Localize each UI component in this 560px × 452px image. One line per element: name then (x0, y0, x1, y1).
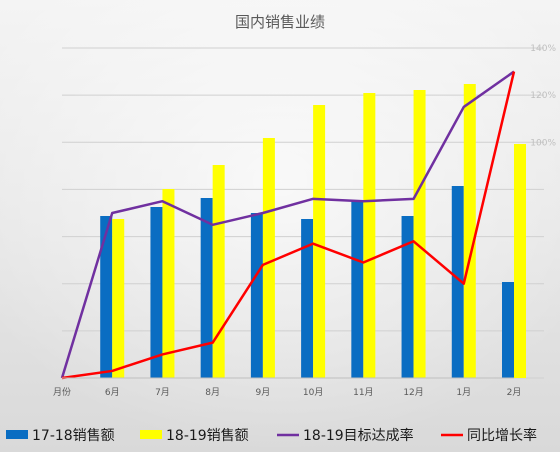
legend-label: 同比增长率 (467, 427, 537, 444)
bar-17-18销售额-7月 (150, 207, 163, 378)
line-同比增长率 (61, 71, 516, 380)
right-axis-tick-label: 120% (530, 91, 556, 101)
x-tick-label: 9月 (256, 387, 271, 398)
bar-17-18销售额-12月 (401, 216, 414, 378)
x-tick-label: 6月 (105, 387, 120, 398)
legend: 17-18销售额 18-19销售额 18-19目标达成率 同比增长率 (6, 427, 537, 444)
bar-18-19销售额-12月 (413, 90, 426, 378)
right-axis-tick-label: 140% (530, 44, 556, 54)
bar-18-19销售额-1月 (463, 84, 476, 378)
bar-18-19销售额-7月 (162, 189, 175, 378)
bar-18-19销售额-9月 (262, 138, 275, 378)
line-18-19目标达成率 (60, 70, 515, 379)
bar-17-18销售额-1月 (451, 186, 464, 378)
lines (60, 70, 516, 380)
right-axis-tick-label: 100% (530, 138, 556, 148)
x-tick-label: 2月 (507, 387, 522, 398)
bar-18-19销售额-10月 (313, 105, 326, 378)
legend-swatch (6, 430, 28, 439)
legend-swatch (140, 430, 162, 439)
x-tick-label: 11月 (353, 387, 373, 398)
x-tick-label: 12月 (403, 387, 423, 398)
bar-17-18销售额-11月 (351, 201, 364, 378)
bar-17-18销售额-6月 (100, 216, 113, 378)
x-tick-label: 10月 (303, 387, 323, 398)
legend-label: 18-19目标达成率 (303, 427, 414, 444)
bar-17-18销售额-10月 (301, 219, 314, 378)
legend-label: 17-18销售额 (32, 428, 115, 444)
bar-18-19销售额-6月 (112, 219, 125, 378)
bar-17-18销售额-8月 (200, 198, 213, 378)
x-tick-label: 8月 (205, 387, 220, 398)
bar-17-18销售额-9月 (250, 213, 263, 378)
x-tick-label: 1月 (456, 387, 471, 398)
bar-17-18销售额-2月 (502, 282, 514, 378)
bar-18-19销售额-2月 (514, 144, 526, 378)
x-axis-ticks: 月份 6月 7月 8月 9月 10月 11月 12月 1月 2月 (53, 386, 521, 398)
bar-18-19销售额-11月 (363, 93, 376, 378)
legend-label: 18-19销售额 (166, 428, 249, 444)
bars (100, 84, 526, 378)
x-tick-label: 7月 (155, 387, 170, 398)
bar-18-19销售额-8月 (212, 165, 225, 378)
right-axis-ticks: 140% 120% 100% (530, 44, 556, 148)
x-tick-label: 月份 (53, 386, 71, 398)
chart-title: 国内销售业绩 (235, 13, 325, 31)
